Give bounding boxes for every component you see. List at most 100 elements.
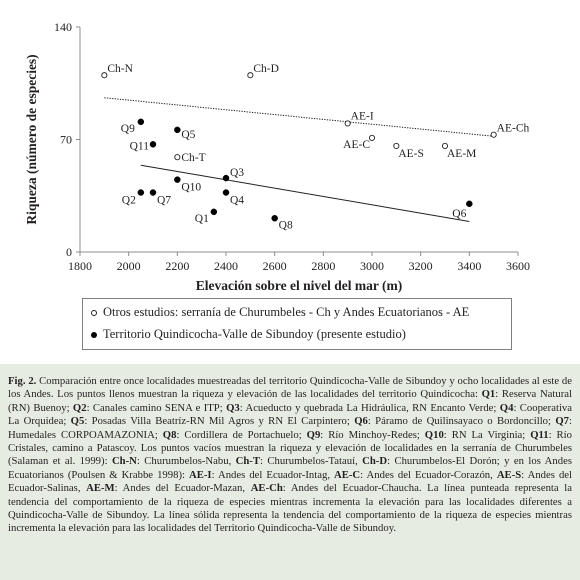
x-tick-label: 2800 [311, 259, 335, 273]
legend-label-other-studies: Otros estudios: serranía de Churumbeles … [103, 305, 470, 319]
point-label-q9: Q9 [121, 123, 135, 135]
point-label-ae-m: AE-M [447, 148, 476, 160]
caption-code-q10: Q10 [424, 428, 444, 441]
caption-code-ae-ch: AE-Ch [250, 482, 283, 495]
point-ae-ch [490, 131, 497, 138]
caption-desc-ae-i: : Andes del Ecuador-Intag, [211, 468, 335, 481]
chart-area: 1800 2000 2200 2400 2600 2800 3000 3200 3400 3600… [24, 20, 530, 293]
caption-intro: Comparación entre once localidades muest… [8, 375, 573, 401]
point-q2 [137, 189, 145, 196]
legend-label-present-study: Territorio Quindicocha-Valle de Sibundoy… [103, 327, 406, 341]
caption-desc-ch-t: : Churumbelos-Tatauí, [260, 455, 363, 468]
caption-code-ae-m: AE-M [86, 482, 115, 495]
x-tick-label: 3000 [360, 259, 384, 273]
point-q11 [149, 141, 157, 148]
caption-code-q8: Q8 [162, 428, 177, 441]
point-q9 [137, 118, 145, 126]
caption-code-ch-n: Ch-N [111, 455, 137, 468]
x-tick-label: 3200 [409, 259, 433, 273]
point-q5 [174, 126, 181, 134]
point-ae-m [441, 142, 449, 149]
y-tick-label: 0 [66, 245, 72, 259]
caption-code-ae-i: AE-I [189, 468, 212, 481]
point-ch-n [101, 72, 108, 79]
point-label-q3: Q3 [230, 167, 244, 179]
caption-code-ch-t: Ch-T [235, 455, 260, 468]
caption-code-ae-s: AE-S [496, 468, 522, 481]
legend-item-present-study: Territorio Quindicocha-Valle de Sibundoy… [91, 327, 406, 342]
caption-desc-ae-c: : Andes del Ecuador-Corazón, [360, 468, 497, 481]
point-label-q7: Q7 [157, 195, 171, 207]
caption-figure-number: Fig. 2. [8, 375, 37, 387]
caption-desc-q10: : RN La Virginia; [443, 428, 531, 441]
caption-code-q9: Q9 [306, 428, 321, 441]
point-q3 [222, 174, 230, 182]
x-tick-label: 3400 [457, 259, 481, 273]
caption-code-q7: Q7 [555, 415, 570, 428]
point-ch-t [174, 154, 181, 161]
x-axis-title: Elevación sobre el nivel del mar (m) [196, 278, 402, 293]
caption-code-q5: Q5 [70, 415, 85, 428]
caption-desc-q8: : Cordillera de Portachuelo; [176, 428, 307, 441]
caption-locality-list: Q1: Reserva Natural (RN) Buenoy; Q2: Can… [8, 388, 572, 534]
point-label-ae-i: AE-I [351, 110, 374, 122]
point-label-q4: Q4 [230, 195, 244, 207]
caption-code-q4: Q4 [499, 401, 514, 414]
point-q7 [149, 189, 157, 196]
point-label-ae-ch: AE-Ch [497, 123, 530, 135]
y-tick-label: 70 [60, 133, 72, 147]
y-tick-label: 140 [54, 20, 72, 34]
caption-desc-ch-n: : Churumbelos-Nabu, [136, 455, 236, 468]
x-tick-label: 1800 [68, 259, 92, 273]
x-tick-label: 2600 [263, 259, 287, 273]
point-q10 [174, 176, 181, 183]
point-label-q5: Q5 [181, 129, 195, 141]
caption-code-q3: Q3 [226, 401, 240, 414]
point-ae-s [393, 142, 400, 149]
caption-code-q6: Q6 [354, 415, 368, 428]
caption-desc-q4: : Cooperativa La Orquidea; [8, 401, 572, 428]
chart-legend: Otros estudios: serranía de Churumbeles … [82, 298, 512, 350]
caption-code-q11: Q11 [530, 428, 549, 441]
filled-circle-icon [91, 331, 97, 338]
point-label-q2: Q2 [122, 195, 136, 207]
point-label-ch-t: Ch-T [181, 152, 205, 164]
point-label-q8: Q8 [279, 219, 293, 231]
x-tick-label: 2200 [165, 259, 189, 273]
trendline-dotted [104, 97, 494, 137]
caption-desc-q2: : Canales camino SENA e ITP; [86, 401, 227, 414]
point-label-ae-s: AE-S [398, 148, 424, 160]
point-ae-i [344, 120, 351, 127]
point-q4 [222, 189, 230, 196]
point-q8 [271, 215, 278, 222]
caption-code-ch-d: Ch-D [362, 455, 388, 468]
point-label-q10: Q10 [181, 182, 201, 194]
caption-desc-ae-m: : Andes del Ecuador-Mazan, [114, 482, 251, 495]
point-q6 [466, 200, 473, 208]
caption-desc-q9: : Río Minchoy-Redes; [320, 428, 425, 441]
point-label-q11: Q11 [130, 140, 150, 152]
x-tick-label: 2000 [117, 259, 141, 273]
caption-code-ae-c: AE-C [334, 468, 361, 481]
y-axis-title: Riqueza (número de especies) [24, 54, 39, 224]
point-label-q6: Q6 [452, 208, 466, 220]
point-label-ch-d: Ch-D [253, 63, 279, 75]
caption-code-q1: Q1 [481, 388, 496, 401]
point-ch-d [247, 72, 254, 79]
caption-desc-q11: : Río Cristales, camino a Patascoy. Los … [8, 428, 572, 468]
caption-desc-ae-ch: : Andes del Ecuador-Chaucha. La línea pu… [8, 482, 573, 535]
caption-desc-q1: : Reserva Natural (RN) Buenoy; [8, 388, 573, 414]
legend-item-other-studies: Otros estudios: serranía de Churumbeles … [91, 305, 469, 320]
caption-code-q2: Q2 [72, 401, 87, 414]
point-ae-c [368, 134, 376, 141]
trendline-solid [140, 164, 470, 222]
point-label-ch-n: Ch-N [107, 63, 133, 75]
open-circle-icon [91, 309, 97, 316]
caption-desc-q6: : Páramo de Quilinsayaco o Bordoncillo; [367, 415, 556, 428]
caption-desc-ae-s: : Andes del Ecuador-Salinas, [8, 468, 573, 495]
caption-desc-q3: : Acueducto y quebrada La Hidráulica, RN… [239, 401, 500, 414]
point-label-q1: Q1 [195, 213, 209, 225]
x-tick-label: 2400 [214, 259, 238, 273]
point-q1 [210, 208, 218, 216]
point-label-ae-c: AE-C [343, 139, 370, 151]
